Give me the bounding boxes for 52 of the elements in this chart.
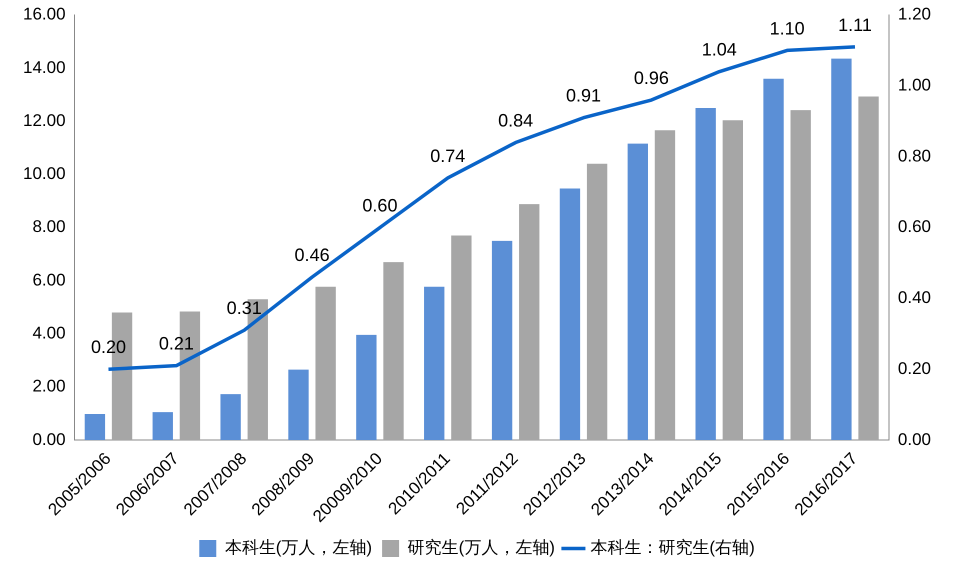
bar xyxy=(763,78,784,440)
bar xyxy=(220,394,241,440)
data-label: 1.11 xyxy=(838,14,872,35)
y-tick-label: 0.00 xyxy=(32,430,66,449)
legend-label: 研究生(万人，左轴) xyxy=(408,538,555,558)
y2-tick-label: 0.80 xyxy=(898,146,932,166)
bar xyxy=(831,58,852,440)
bar xyxy=(383,262,404,440)
y-tick-label: 14.00 xyxy=(22,58,66,77)
data-label: 0.31 xyxy=(226,298,262,318)
y-tick-label: 12.00 xyxy=(22,110,66,130)
bar xyxy=(858,96,879,440)
data-label: 0.21 xyxy=(158,334,194,354)
y2-tick-label: 0.40 xyxy=(898,288,932,308)
y2-tick-label: 0.60 xyxy=(898,217,932,236)
bar xyxy=(288,370,309,440)
bar xyxy=(696,108,716,440)
data-label: 0.60 xyxy=(362,196,398,216)
y-tick-label: 10.00 xyxy=(22,164,66,184)
bar xyxy=(654,130,676,440)
data-label: 0.46 xyxy=(294,245,330,266)
bar xyxy=(152,412,173,440)
bar xyxy=(356,334,377,440)
bar xyxy=(424,286,444,440)
bar xyxy=(586,164,608,440)
bar xyxy=(492,240,512,440)
data-label: 0.74 xyxy=(430,146,466,166)
bar xyxy=(451,236,472,440)
y-tick-label: 8.00 xyxy=(32,217,66,236)
data-label: 0.96 xyxy=(634,68,669,88)
data-label: 0.20 xyxy=(90,337,126,358)
data-label: 0.91 xyxy=(566,86,602,106)
y2-tick-label: 1.00 xyxy=(898,76,932,95)
bar xyxy=(722,120,744,440)
legend-label: 本科生(万人，左轴) xyxy=(224,538,372,558)
bar xyxy=(790,110,811,440)
y-tick-label: 16.00 xyxy=(22,4,66,24)
legend-label: 本科生：研究生(右轴) xyxy=(590,538,755,558)
y-tick-label: 6.00 xyxy=(32,270,66,290)
y2-tick-label: 1.20 xyxy=(898,4,932,24)
bar xyxy=(315,286,336,440)
bar xyxy=(628,144,648,440)
data-label: 1.10 xyxy=(770,18,805,38)
data-label: 0.84 xyxy=(498,110,534,130)
bar xyxy=(84,414,106,440)
bar xyxy=(519,204,540,440)
data-label: 1.04 xyxy=(702,40,737,60)
y-tick-label: 2.00 xyxy=(32,376,66,396)
y2-tick-label: 0.00 xyxy=(898,430,932,449)
y-tick-label: 4.00 xyxy=(32,323,66,342)
bar xyxy=(560,188,580,440)
y2-tick-label: 0.20 xyxy=(898,358,932,378)
